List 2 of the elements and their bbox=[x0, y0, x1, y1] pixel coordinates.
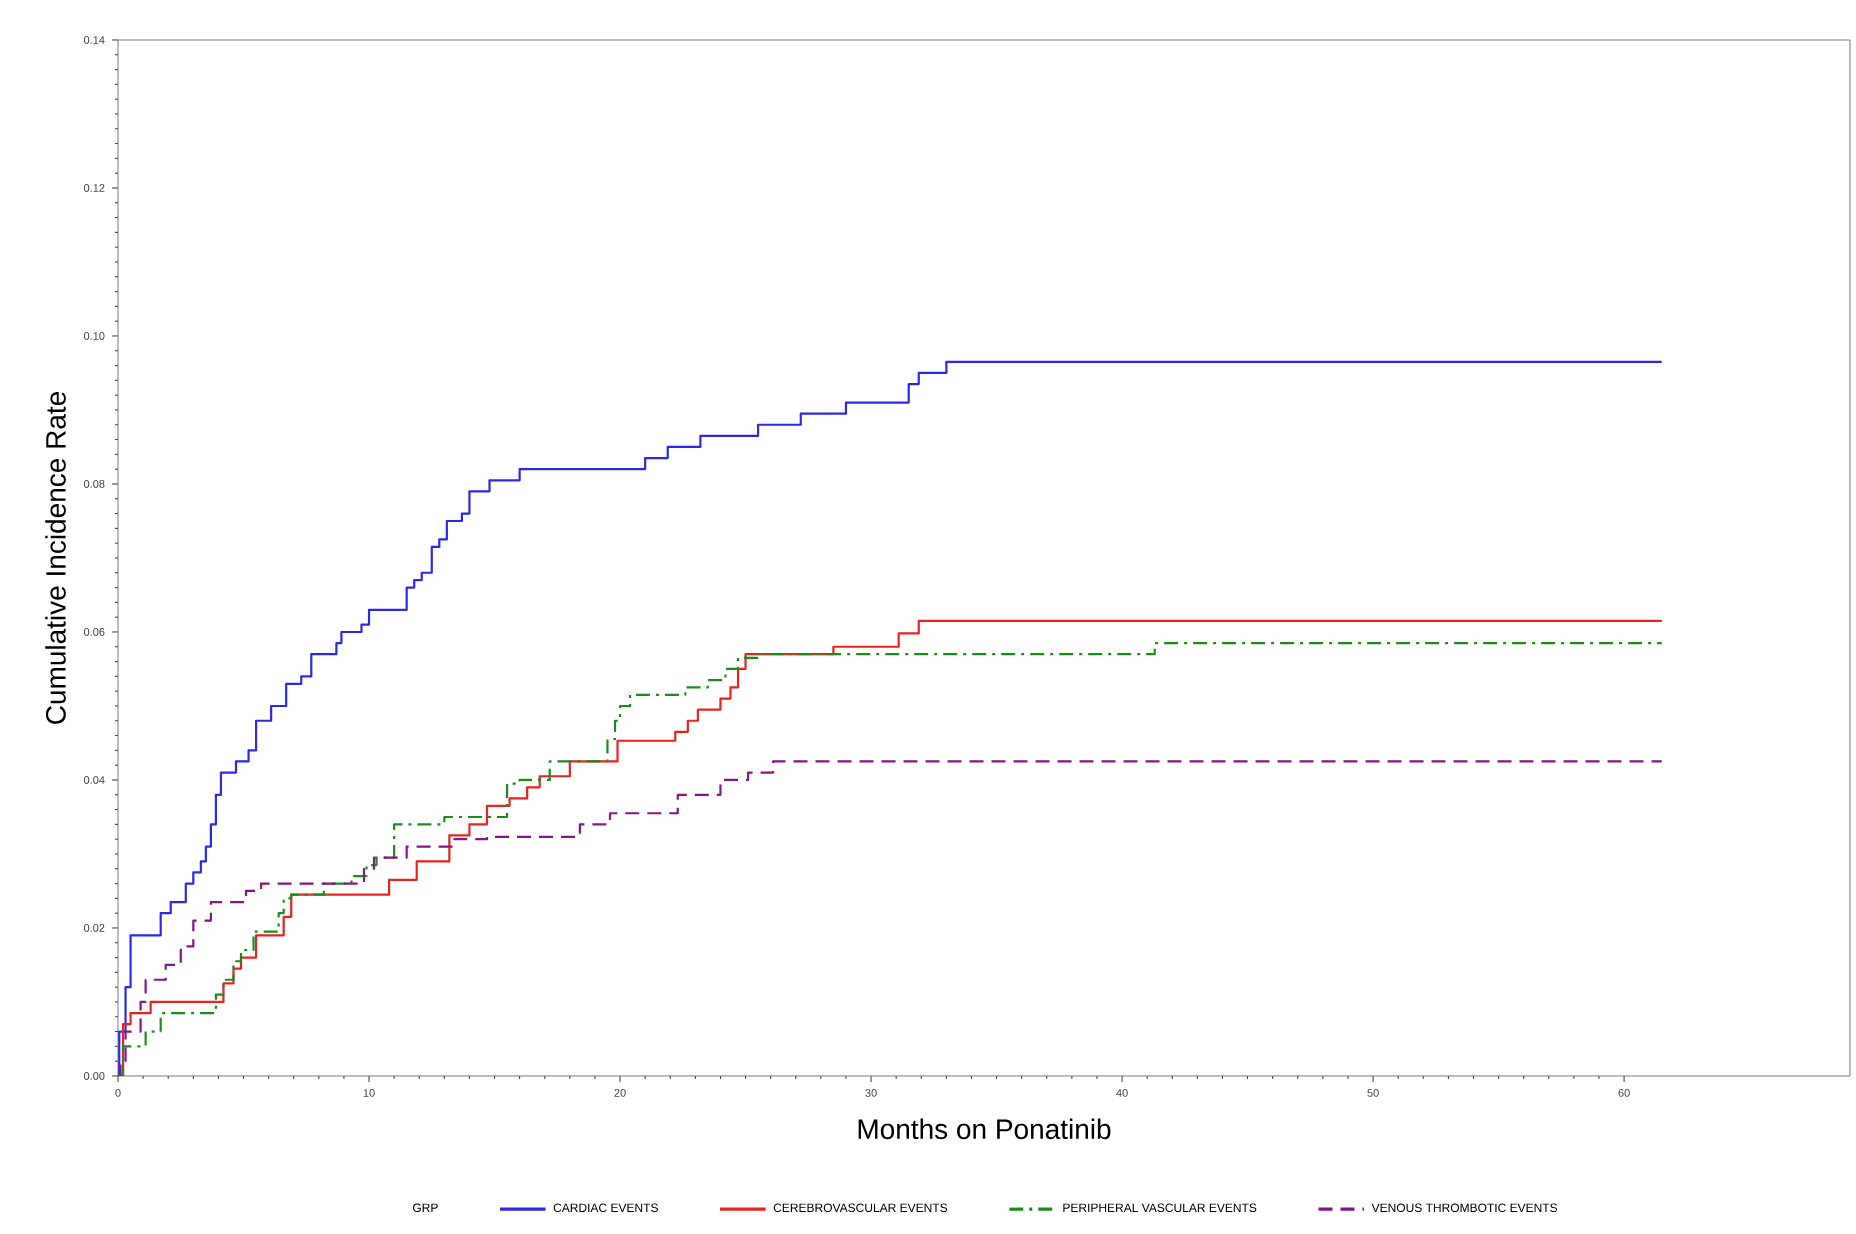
y-axis-title: Cumulative Incidence Rate bbox=[45, 391, 66, 724]
x-axis-title: Months on Ponatinib bbox=[858, 1118, 1111, 1140]
